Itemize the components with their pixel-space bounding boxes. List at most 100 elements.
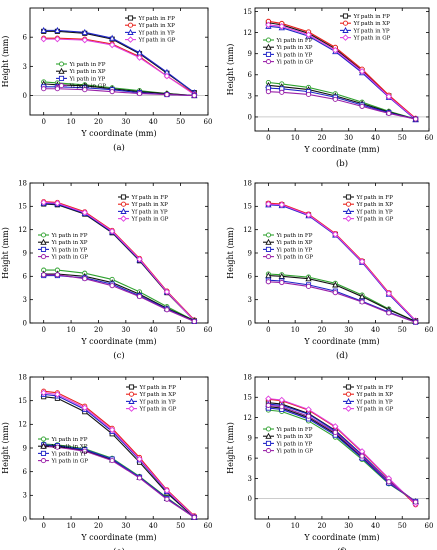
legend-entry: Yf path in GP [126, 405, 177, 413]
x-tick-label: 30 [121, 522, 130, 530]
y-tick-label: 6 [248, 71, 253, 79]
y-tick-label: 3 [248, 475, 252, 483]
data-point [164, 307, 170, 313]
data-point [279, 280, 285, 286]
x-tick-label: 30 [121, 118, 130, 126]
legend-marker [342, 13, 349, 19]
legend-entry: Yi path in GP [263, 254, 314, 261]
data-point [305, 406, 312, 413]
y-tick-label: 6 [248, 273, 253, 281]
data-point [358, 293, 366, 300]
y-tick-label: 18 [243, 179, 252, 187]
legend-marker [40, 436, 47, 442]
y-tick-label: 9 [248, 50, 252, 58]
data-point [278, 396, 286, 404]
legend-entry: Yf path in XP [125, 22, 176, 29]
data-point [163, 487, 171, 494]
legend-label: Yf path in XP [356, 202, 394, 208]
plot-frame [29, 7, 209, 116]
x-tick-label: 40 [149, 522, 158, 530]
y-axis-label: Height (mm) [226, 227, 235, 279]
series-line [43, 201, 195, 321]
data-point [278, 201, 286, 209]
data-point [41, 272, 47, 278]
data-point [265, 272, 272, 279]
legend-entry: Yf path in XP [340, 20, 391, 27]
series-yf-path-in-xp [265, 18, 419, 121]
data-point [54, 272, 60, 278]
data-point [413, 499, 419, 505]
y-tick-label: 9 [23, 444, 27, 452]
data-point [305, 275, 312, 282]
data-point [81, 28, 88, 35]
legend-label: Yf path in GP [356, 407, 394, 413]
panel-label: (e) [113, 546, 125, 550]
chart-panel-c: 0 10 20 30 40 50 60 0 3 6 9 12 15 18 Y coordinate (mm)… [1, 179, 212, 361]
data-point [305, 211, 312, 219]
x-tick-label: 40 [371, 326, 380, 334]
legend-marker [120, 194, 127, 200]
legend-label: Yi path in GP [276, 255, 314, 261]
y-tick-label: 9 [248, 434, 252, 442]
legend-entry: Yf path in FP [343, 384, 393, 391]
legend-marker [127, 28, 134, 35]
legend-label: Yf path in FP [356, 195, 394, 201]
data-point [54, 35, 61, 43]
data-point [413, 116, 419, 122]
legend-label: Yi path in FP [276, 233, 313, 239]
panel-label: (d) [336, 350, 348, 361]
x-tick-label: 10 [291, 326, 300, 334]
legend-marker [58, 83, 65, 89]
legend-entry: Yi path in FP [38, 232, 88, 239]
legend-entry: Yf path in FP [340, 13, 391, 20]
x-tick-label: 40 [149, 118, 158, 126]
y-tick-label: 12 [18, 226, 27, 234]
legend-entry: Yi path in FP [263, 426, 313, 433]
x-tick-label: 50 [176, 522, 185, 530]
x-tick-label: 30 [344, 134, 353, 142]
series-yf-path-in-fp [265, 201, 419, 324]
legend-marker [342, 26, 349, 33]
legend-marker [345, 391, 352, 397]
legend-marker [128, 384, 135, 390]
data-point [265, 21, 272, 29]
legend-label: Yi path in XP [51, 444, 88, 450]
y-tick-label: 15 [18, 397, 27, 405]
legend-label: Yf path in GP [138, 38, 176, 44]
x-tick-label: 60 [204, 522, 213, 530]
x-tick-label: 60 [425, 326, 434, 334]
legend-label: Yf path in FP [139, 385, 177, 391]
chart-panel-b: 0 10 20 30 40 50 60 0 3 6 9 12 15 Y coordinate (mm) He… [226, 7, 433, 169]
data-point [108, 41, 116, 49]
legend-label: Yi path in GP [69, 84, 107, 90]
legend-entry: Yf path in GP [118, 215, 169, 223]
legend-label: Yf path in FP [353, 14, 391, 20]
y-tick-label: 18 [18, 373, 27, 381]
legend-marker [342, 34, 349, 41]
legend-label: Yf path in YP [356, 399, 393, 405]
chart-panel-a: 0 10 20 30 40 50 60 0 3 6 Y coordinate (mm) Height … [1, 7, 212, 153]
x-axis-label: Y coordinate (mm) [80, 337, 156, 346]
x-tick-label: 10 [291, 522, 300, 530]
legend-entry: Yi path in XP [263, 43, 313, 51]
x-tick-label: 10 [67, 326, 76, 334]
panel-label: (f) [337, 546, 347, 550]
series-yf-path-in-gp [40, 389, 198, 520]
data-point [305, 31, 312, 38]
legend-label: Yf path in XP [353, 21, 391, 27]
y-axis-label: Height (mm) [1, 227, 10, 279]
legend-label: Yf path in XP [138, 23, 176, 29]
legend-label: Yi path in GP [276, 60, 314, 66]
data-point [40, 26, 47, 33]
legend-label: Yi path in XP [276, 240, 313, 246]
legend-entry: Yf path in XP [126, 391, 176, 398]
legend-marker [345, 397, 352, 404]
legend-entry: Yf path in YP [343, 207, 393, 215]
legend-entry: Yi path in YP [263, 440, 313, 447]
x-tick-label: 20 [317, 326, 326, 334]
legend-marker [120, 201, 127, 207]
legend-entry: Yf path in YP [125, 28, 175, 36]
y-tick-label: 3 [248, 92, 252, 100]
series-yi-path-in-yp [265, 405, 419, 504]
